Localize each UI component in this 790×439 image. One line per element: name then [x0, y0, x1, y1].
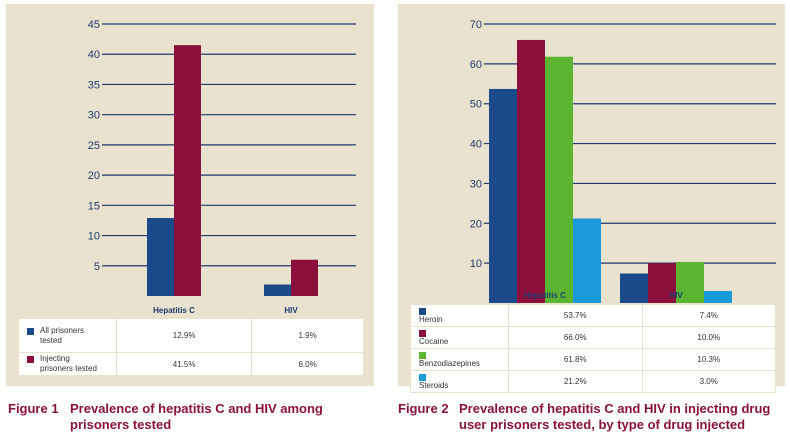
bar-cocaine-hiv [648, 263, 676, 303]
bar-steroids-hepatitis-c [573, 218, 601, 303]
legend-label: Steroids [419, 381, 449, 390]
figure2-caption-text: Prevalence of hepatitis C and HIV in inj… [459, 401, 771, 432]
bar-all-prisoners-tested-hiv [264, 284, 291, 296]
legend-swatch [419, 330, 426, 337]
legend-cell: Steroids [410, 370, 509, 393]
legend-label: Heroin [419, 315, 443, 324]
y-tick-label: 30 [470, 178, 482, 190]
legend-swatch [27, 356, 34, 363]
table-cell: 21.2% [508, 370, 643, 393]
legend-label: Cocaine [419, 337, 449, 346]
legend-label: Benzodiazepines [419, 359, 480, 368]
legend-cell: All prisoners tested [18, 318, 117, 353]
table-row: Benzodiazepines 61.8% 10.3% [410, 348, 776, 371]
figure1-caption-text: Prevalence of hepatitis C and HIV among … [70, 401, 323, 432]
y-tick-label: 35 [88, 79, 100, 91]
bar-injecting-prisoners-tested-hepatitis-c [174, 45, 201, 297]
bar-steroids-hiv [704, 291, 732, 303]
y-tick-label: 20 [88, 170, 100, 182]
x-category-label: Hepatitis C [524, 291, 566, 300]
figure2-data-table: Heroin 53.7% 7.4% Cocaine 66.0% 10.0% Benzodia… [410, 304, 776, 393]
bar-injecting-prisoners-tested-hiv [291, 259, 318, 296]
figure1-chart: 5 10 15 20 25 30 35 40 45 Hepatitis C HIV [88, 19, 356, 315]
y-tick-label: 5 [94, 261, 100, 273]
figure1-panel: 5 10 15 20 25 30 35 40 45 Hepatitis C HIV All pris… [6, 4, 374, 386]
y-tick-label: 30 [88, 110, 100, 122]
x-category-label: Hepatitis C [153, 306, 195, 315]
y-tick-label: 25 [88, 140, 100, 152]
figure2-chart: 10 20 30 40 50 60 70 Hepatitis C HIV [470, 19, 776, 304]
table-row: Cocaine 66.0% 10.0% [410, 326, 776, 349]
legend-cell: Benzodiazepines [410, 348, 509, 371]
legend-swatch [419, 352, 426, 359]
y-tick-label: 15 [88, 200, 100, 212]
y-tick-label: 60 [470, 59, 482, 71]
legend-swatch [27, 327, 34, 335]
figure1-caption-number: Figure 1 [8, 401, 59, 416]
y-tick-label: 10 [470, 258, 482, 270]
table-row: Heroin 53.7% 7.4% [410, 304, 776, 327]
y-tick-label: 70 [470, 19, 482, 31]
y-tick-label: 40 [470, 139, 482, 151]
y-tick-label: 20 [470, 218, 482, 230]
x-category-label: HIV [669, 291, 683, 300]
table-cell: 3.0% [641, 370, 776, 393]
bar-heroin-hepatitis-c [489, 88, 517, 304]
figure1-data-table: All prisoners tested 12.9% 1.9% Injecting p… [18, 318, 364, 376]
table-cell: 7.4% [641, 304, 776, 327]
legend-label: All prisoners tested [40, 325, 85, 345]
y-tick-label: 50 [470, 99, 482, 111]
table-cell: 41.5% [115, 352, 253, 376]
bar-cocaine-hepatitis-c [517, 39, 545, 303]
table-cell: 6.0% [251, 352, 364, 376]
y-tick-label: 10 [88, 231, 100, 243]
bar-all-prisoners-tested-hepatitis-c [147, 218, 174, 296]
table-cell: 12.9% [115, 318, 253, 353]
table-cell: 1.9% [251, 318, 364, 353]
legend-swatch [419, 374, 426, 381]
table-cell: 66.0% [508, 326, 643, 349]
bar-benzodiazepines-hepatitis-c [545, 56, 573, 303]
table-cell: 53.7% [508, 304, 643, 327]
y-tick-label: 40 [88, 49, 100, 61]
x-category-label: HIV [284, 306, 298, 315]
figure2-panel: 10 20 30 40 50 60 70 Hepatitis C HIV Heroin 53.7%… [398, 4, 785, 393]
legend-swatch [419, 308, 426, 315]
table-cell: 61.8% [508, 348, 643, 371]
table-cell: 10.0% [641, 326, 776, 349]
table-row: All prisoners tested 12.9% 1.9% [18, 318, 364, 353]
bar-heroin-hiv [620, 273, 648, 303]
table-row: Steroids 21.2% 3.0% [410, 370, 776, 393]
bar-benzodiazepines-hiv [676, 261, 704, 303]
table-cell: 10.3% [641, 348, 776, 371]
legend-cell: Injecting prisoners tested [18, 352, 117, 376]
legend-cell: Heroin [410, 304, 509, 327]
table-row: Injecting prisoners tested 41.5% 6.0% [18, 352, 364, 376]
y-tick-label: 45 [88, 19, 100, 31]
figure2-caption-number: Figure 2 [398, 401, 449, 416]
legend-cell: Cocaine [410, 326, 509, 349]
legend-label: Injecting prisoners tested [40, 354, 97, 373]
